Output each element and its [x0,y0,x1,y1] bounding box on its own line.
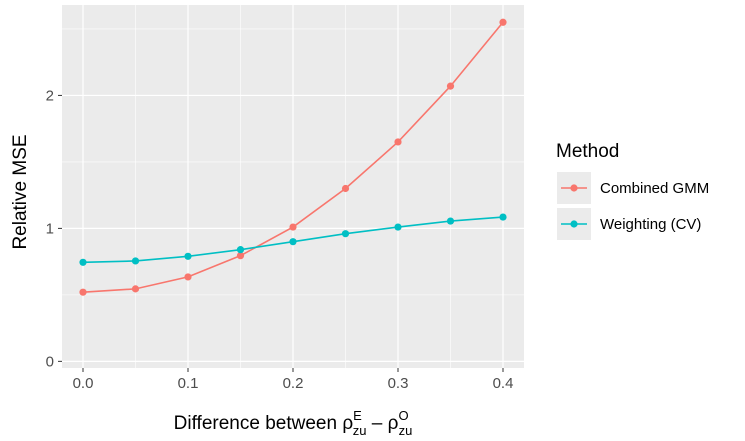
x-tick-label: 0.4 [493,375,514,392]
series-2-point [499,213,507,221]
series-layer [79,18,507,296]
x-axis-title-sub-2: zu [399,423,413,438]
series-2-point [184,252,192,260]
x-tick-label: 0.2 [283,375,304,392]
legend-label: Combined GMM [600,180,709,197]
series-2-point [394,223,402,231]
series-1-point [446,82,455,90]
x-tick-label: 0.3 [388,375,409,392]
x-axis-title-sup-1: E [353,408,362,423]
legend-key-point [570,184,578,192]
series-1-point [184,273,192,281]
series-1-point [499,18,507,26]
series-2-point [131,257,140,265]
x-axis-title-prefix: Difference between ρ [174,413,354,434]
legend: Method Combined GMM Weighting (CV) [556,141,709,240]
x-tick-label: 0.0 [73,375,94,392]
legend-key-point [570,220,578,228]
series-2-point [236,246,245,254]
x-tick-label: 0.1 [178,375,199,392]
series-1-point [79,288,87,296]
y-tick-label: 0 [46,353,54,370]
y-axis-title: Relative MSE [10,134,31,249]
series-2-point [341,230,350,238]
y-tick-label: 1 [46,220,54,237]
x-axis-title-sub-1: zu [353,423,367,438]
legend-title: Method [556,141,619,162]
legend-label: Weighting (CV) [600,216,701,233]
series-2-point [289,238,297,246]
series-2-point [79,258,87,266]
series-2-point [446,217,455,225]
series-1-point [394,138,402,146]
y-tick-label: 2 [46,87,54,104]
axis-ticks: 0.0 0.1 0.2 0.3 0.4 0 1 2 [46,87,514,392]
x-axis-title-minus: – ρ [367,413,399,434]
series-1-point [289,223,297,231]
x-axis-title-sup-2: O [398,408,408,423]
series-1-point [131,285,140,293]
series-1-point [341,184,350,193]
x-axis-title: Difference between ρE zu – ρO zu [174,408,413,438]
series-1-point [236,252,245,260]
